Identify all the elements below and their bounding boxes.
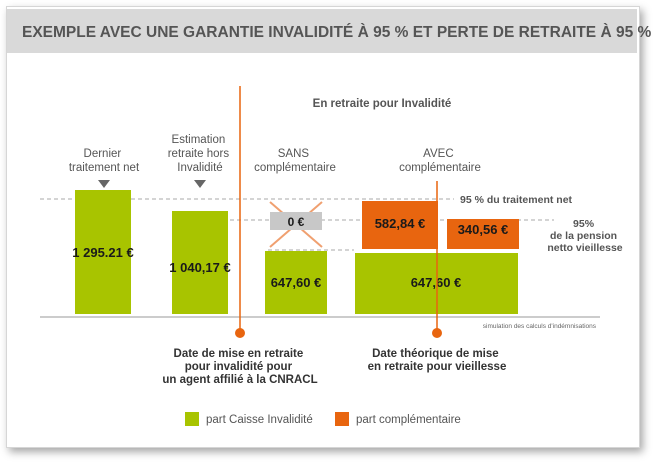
ref-label-95-pension: 95% de la pension netto vieillesse	[547, 218, 622, 254]
simulation-note: simulation des calculs d'indémnisations	[483, 323, 597, 330]
bar-estimation-retraite	[172, 211, 228, 314]
bar-avec-compl-2	[447, 219, 519, 249]
legend-swatch-complementaire	[335, 412, 349, 426]
header-title: EXEMPLE AVEC UNE GARANTIE INVALIDITÉ À 9…	[22, 24, 651, 41]
legend-label-complementaire: part complémentaire	[356, 414, 461, 426]
section-title: En retraite pour Invalidité	[313, 98, 452, 110]
marker-label-invalidite: Date de mise en retraite pour invalidité…	[162, 348, 317, 386]
bar-label-avec-compl-1: 582,84 €	[375, 216, 426, 231]
bar-dernier-traitement	[75, 190, 131, 314]
bar-label-dernier: 1 295.21 €	[72, 245, 133, 260]
bar-label-avec-caisse: 647,60 €	[411, 275, 462, 290]
group-label-0: Dernier traitement net	[69, 148, 140, 174]
legend-label-caisse: part Caisse Invalidité	[206, 414, 313, 426]
group-1-arrow-icon	[194, 180, 206, 188]
bar-label-sans: 647,60 €	[271, 275, 322, 290]
bar-label-zero: 0 €	[288, 215, 305, 229]
legend-swatch-caisse	[185, 412, 199, 426]
group-label-2: SANS complémentaire	[254, 148, 336, 174]
bar-label-estimation: 1 040,17 €	[169, 260, 230, 275]
marker-dot-invalidite	[235, 328, 245, 338]
group-0-arrow-icon	[98, 180, 110, 188]
bar-avec-compl-1	[362, 201, 438, 249]
bar-sans-caisse	[265, 251, 327, 314]
bar-label-avec-compl-2: 340,56 €	[458, 222, 509, 237]
group-label-1: Estimation retraite hors Invalidité	[168, 134, 233, 174]
marker-label-vieillesse: Date théorique de mise en retraite pour …	[368, 348, 507, 373]
ref-label-95-net: 95 % du traitement net	[460, 194, 573, 206]
header-band	[7, 9, 637, 53]
bar-sans-zero	[270, 212, 322, 230]
group-label-3: AVEC complémentaire	[399, 148, 481, 174]
marker-dot-vieillesse	[432, 328, 442, 338]
